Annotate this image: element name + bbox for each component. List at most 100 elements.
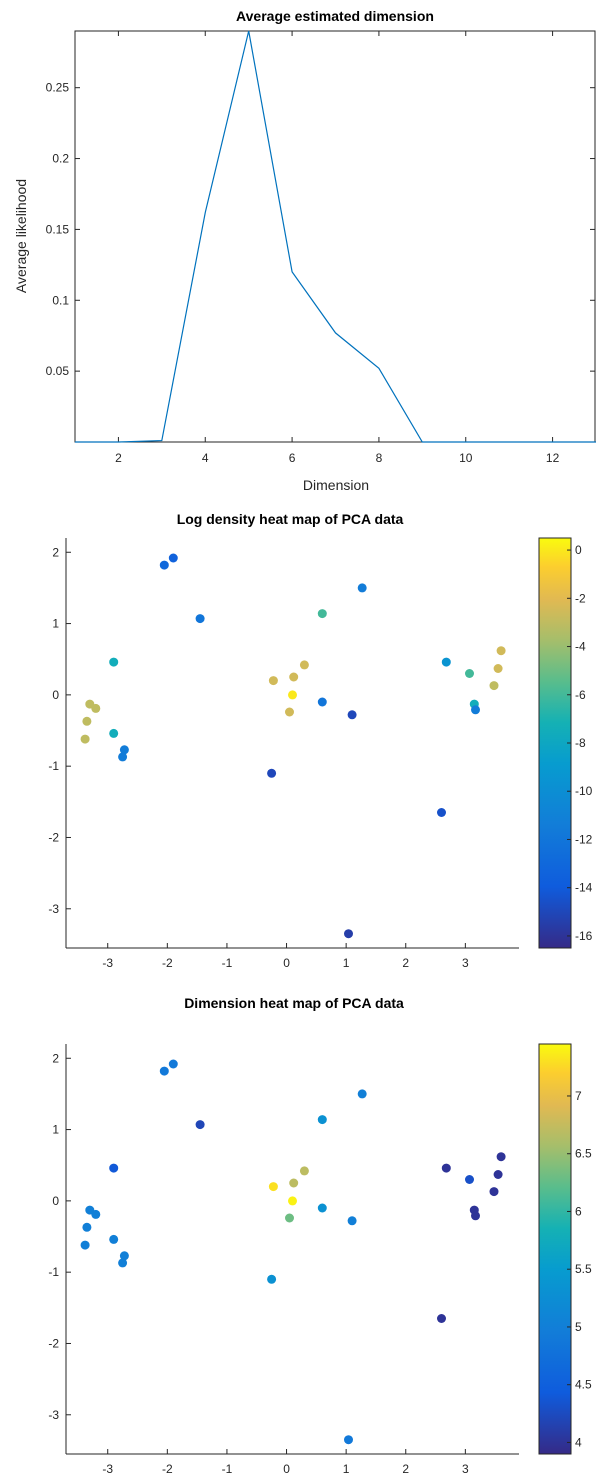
chart3-point (299, 1166, 309, 1176)
line-chart: Average estimated dimension Dimension Av… (13, 8, 596, 493)
chart2-ytick-label: 1 (52, 617, 59, 631)
chart2-colorbar-label: -8 (575, 736, 586, 750)
chart1-xlabel: Dimension (303, 477, 369, 493)
chart2-point (317, 609, 327, 619)
chart2-point (288, 690, 297, 700)
chart1-ylabel: Average likelihood (13, 179, 29, 293)
chart3-point (465, 1175, 474, 1184)
chart3-point (288, 1196, 297, 1206)
chart3-point (119, 1251, 129, 1261)
chart1-ytick-label: 0.05 (46, 364, 70, 378)
chart2-point (489, 681, 499, 691)
chart2-ytick-label: 2 (52, 545, 59, 559)
chart2-colorbar-label: 0 (575, 543, 582, 557)
chart2-point (109, 728, 119, 738)
chart2-point (119, 745, 129, 755)
chart2-ytick-label: -1 (48, 759, 59, 773)
chart3-point (109, 1163, 119, 1173)
chart1-ytick-label: 0.15 (46, 222, 70, 236)
chart2-ytick-label: -3 (48, 902, 59, 916)
chart2-point (471, 705, 480, 715)
chart3-point (496, 1152, 506, 1162)
chart2-colorbar-label: -10 (575, 784, 593, 798)
chart2-title: Log density heat map of PCA data (177, 511, 404, 527)
chart3-point (289, 1178, 299, 1188)
chart3-point (347, 1216, 357, 1226)
chart2-point (168, 553, 178, 563)
chart3-ytick-label: 1 (52, 1123, 59, 1137)
chart3-point (493, 1170, 503, 1179)
chart1-ytick-label: 0.1 (52, 293, 69, 307)
chart2-xtick-label: 3 (462, 956, 469, 970)
chart3-point (168, 1059, 178, 1069)
chart3-point (159, 1066, 169, 1076)
chart3-xtick-label: 0 (283, 1462, 290, 1476)
chart3-colorbar (538, 1043, 572, 1455)
chart3-point (471, 1211, 480, 1221)
chart2-point (289, 672, 299, 682)
chart3-point (344, 1435, 353, 1445)
chart2-point (344, 929, 353, 939)
chart2-point (299, 660, 309, 670)
chart3-point (195, 1120, 205, 1130)
chart2-xtick-label: -3 (102, 956, 113, 970)
chart2-ytick-label: 0 (52, 688, 59, 702)
chart2-colorbar-label: -16 (575, 929, 593, 943)
chart1-title: Average estimated dimension (236, 8, 434, 24)
chart3-colorbar-label: 6.5 (575, 1147, 592, 1161)
chart2-xtick-label: 2 (402, 956, 409, 970)
chart2-colorbar-label: -12 (575, 832, 593, 846)
chart2-point (80, 734, 90, 744)
chart3-colorbar-label: 4.5 (575, 1378, 592, 1392)
chart2-point (82, 716, 92, 726)
chart3-point (441, 1163, 451, 1173)
chart2-xtick-label: 0 (283, 956, 290, 970)
chart3-colorbar-label: 5.5 (575, 1262, 592, 1276)
chart2-point (437, 808, 446, 817)
chart2-colorbar-label: -14 (575, 881, 593, 895)
chart3-xtick-label: -3 (102, 1462, 113, 1476)
chart2-point (195, 614, 205, 624)
chart3-colorbar-label: 5 (575, 1320, 582, 1334)
chart2-point (493, 664, 503, 673)
chart3-point (109, 1234, 119, 1244)
chart3-xtick-label: -1 (222, 1462, 233, 1476)
chart3-point (82, 1222, 92, 1232)
chart3-point (489, 1187, 499, 1197)
chart3-point (267, 1274, 277, 1284)
dimension-scatter: Dimension heat map of PCA data -3 -2 -1 0 1 2… (48, 995, 592, 1476)
chart2-point (465, 669, 474, 678)
chart2-point (496, 646, 506, 656)
chart2-point (357, 583, 367, 593)
chart1-xtick-label: 10 (459, 451, 473, 465)
chart1-ytick-label: 0.25 (46, 81, 70, 95)
chart2-point (267, 768, 277, 778)
chart2-xtick-label: -2 (162, 956, 173, 970)
chart2-point (347, 710, 357, 720)
chart3-point (118, 1258, 128, 1268)
chart2-colorbar-label: -4 (575, 640, 586, 654)
chart1-xtick-label: 6 (289, 451, 296, 465)
chart1-series-line (75, 30, 596, 443)
chart3-xtick-label: -2 (162, 1462, 173, 1476)
chart2-point (159, 560, 169, 570)
chart3-ytick-label: 2 (52, 1051, 59, 1065)
chart3-point (317, 1203, 327, 1213)
chart3-ytick-label: -2 (48, 1336, 59, 1350)
chart3-point (91, 1209, 101, 1219)
chart2-ytick-label: -2 (48, 830, 59, 844)
chart3-point (268, 1182, 278, 1192)
log-density-scatter: Log density heat map of PCA data -3 -2 -1 0… (48, 511, 592, 970)
chart2-point (317, 697, 327, 707)
chart3-colorbar-label: 4 (575, 1435, 582, 1449)
chart2-xtick-label: -1 (222, 956, 233, 970)
chart3-point (317, 1115, 327, 1125)
chart2-colorbar (538, 537, 572, 949)
chart2-point (91, 703, 101, 713)
chart2-colorbar-label: -6 (575, 688, 586, 702)
chart3-colorbar-label: 6 (575, 1204, 582, 1218)
chart3-ytick-label: -3 (48, 1408, 59, 1422)
chart3-title: Dimension heat map of PCA data (184, 995, 404, 1011)
chart2-xtick-label: 1 (343, 956, 350, 970)
